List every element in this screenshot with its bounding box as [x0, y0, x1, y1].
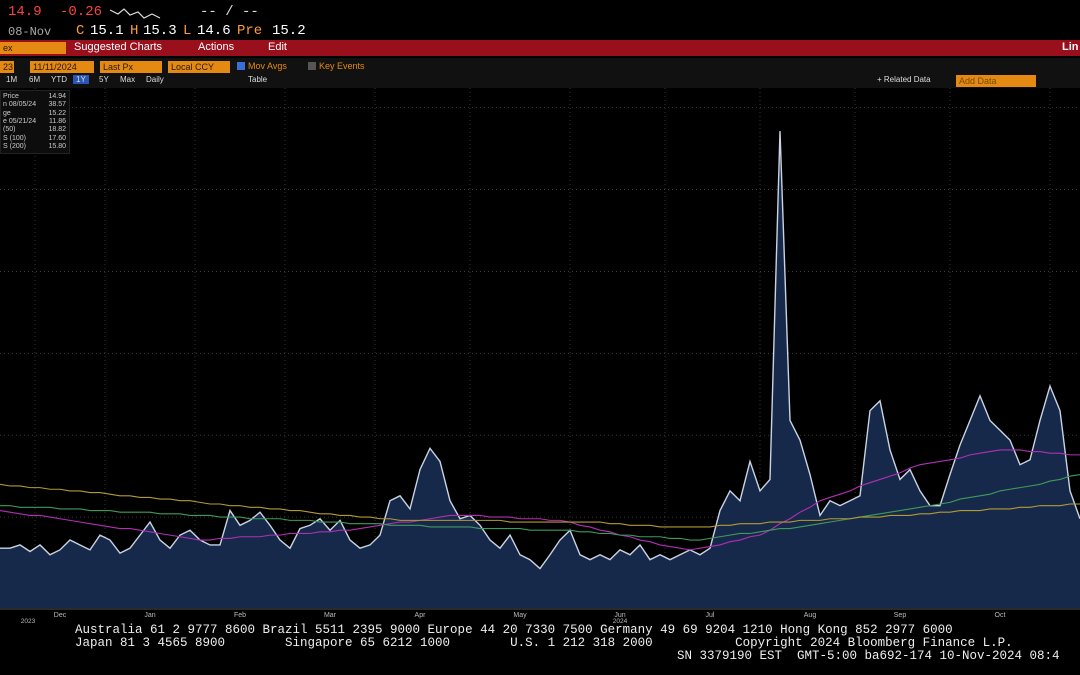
legend-row: S (100) 17.60 — [3, 135, 66, 142]
sparkline-icon — [109, 8, 161, 19]
legend-value: 15.22 — [48, 109, 66, 117]
x-tick-label: Jun — [614, 612, 625, 619]
footer-line: Australia 61 2 9777 8600 Brazil 5511 239… — [75, 623, 953, 637]
low-value: 14.6 — [197, 23, 231, 39]
x-tick-label: Jul — [706, 612, 715, 619]
moving-average-line — [0, 449, 1080, 551]
date: 08-Nov — [8, 25, 52, 39]
period-button[interactable]: Max — [120, 75, 136, 84]
legend-label: e 05/21/24 — [3, 117, 37, 125]
legend-row: S (200) 15.80 — [3, 143, 66, 150]
security-field[interactable]: ex — [0, 42, 66, 54]
high-label: H — [130, 23, 139, 39]
price-change: -0.26 — [60, 4, 103, 20]
menu-right[interactable]: Lin — [1062, 41, 1079, 53]
footer-line: SN 3379190 EST GMT-5:00 ba692-174 10-Nov… — [677, 649, 1060, 663]
x-tick-label: Feb — [234, 612, 246, 619]
footer-line: Japan 81 3 4565 8900 Singapore 65 6212 1… — [75, 636, 1013, 650]
period-button[interactable]: 5Y — [99, 75, 109, 84]
legend-label: S (100) — [3, 134, 26, 142]
pre-label: Pre — [237, 23, 263, 39]
moving-average-line — [0, 483, 1080, 528]
legend-row: Price 14.94 — [3, 93, 66, 100]
menu-bar: ex Suggested Charts Actions Edit Lin — [0, 40, 1080, 56]
checkbox[interactable] — [308, 62, 316, 70]
legend-label: Price — [3, 93, 19, 100]
close-label: C — [76, 23, 85, 39]
close-value: 15.1 — [90, 23, 124, 39]
x-tick-label: Oct — [995, 612, 1006, 619]
legend-label: n 08/05/24 — [3, 101, 37, 109]
low-label: L — [183, 23, 192, 39]
period-button[interactable]: YTD — [51, 75, 67, 84]
year-label: 2023 — [21, 618, 36, 625]
menu-item[interactable]: Edit — [268, 41, 287, 53]
add-data[interactable]: Add Data — [956, 75, 1036, 87]
start-date[interactable]: 23 — [0, 61, 14, 73]
table-button[interactable]: Table — [248, 75, 268, 84]
mov-avgs[interactable]: Mov Avgs — [248, 61, 287, 71]
x-tick-label: Sep — [894, 612, 907, 619]
year-label: 2024 — [613, 618, 628, 625]
price-line — [0, 131, 1080, 570]
menu-item[interactable]: Actions — [198, 41, 235, 53]
currency-select[interactable]: Local CCY — [168, 61, 230, 73]
x-tick-label: Mar — [324, 612, 337, 619]
checkbox[interactable] — [237, 62, 245, 70]
legend-label: S (200) — [3, 142, 26, 150]
legend-label: ge — [3, 109, 11, 117]
field-select[interactable]: Last Px — [100, 61, 162, 73]
bid-ask: -- / -- — [200, 4, 259, 20]
related-data[interactable]: + Related Data — [877, 75, 931, 84]
menu-item[interactable]: Suggested Charts — [74, 41, 163, 53]
legend-row: ge 15.22 — [3, 110, 66, 117]
key-events[interactable]: Key Events — [319, 61, 365, 71]
axis-band — [0, 609, 1080, 629]
high-value: 15.3 — [143, 23, 177, 39]
x-tick-label: May — [513, 612, 527, 619]
period-button[interactable]: 1Y — [73, 75, 89, 84]
frequency-select[interactable]: Daily — [146, 75, 164, 84]
legend-value: 15.80 — [48, 142, 66, 150]
x-tick-label: Dec — [54, 612, 67, 619]
area — [0, 131, 1080, 608]
legend-row: n 08/05/24 38.57 — [3, 101, 66, 108]
period-button[interactable]: 6M — [29, 75, 41, 84]
pre-value: 15.2 — [272, 23, 306, 39]
legend-label: (50) — [3, 126, 16, 134]
legend-value: 18.82 — [48, 126, 66, 134]
last-price: 14.9 — [8, 4, 42, 20]
legend-value: 17.60 — [48, 134, 66, 142]
legend-value: 11.86 — [49, 117, 66, 125]
x-tick-label: Aug — [804, 612, 817, 619]
end-date[interactable]: 11/11/2024 — [30, 61, 94, 73]
legend-value: 38.57 — [48, 101, 66, 109]
period-button[interactable]: 1M — [6, 75, 18, 84]
legend-box: Price 14.94 n 08/05/24 38.57 ge 15.22 e 05/21/… — [0, 90, 70, 154]
legend-row: (50) 18.82 — [3, 126, 66, 133]
moving-average-line — [0, 473, 1080, 541]
x-tick-label: Apr — [415, 612, 427, 619]
legend-row: e 05/21/24 11.86 — [3, 118, 66, 125]
legend-value: 14.94 — [48, 93, 66, 100]
x-tick-label: Jan — [144, 612, 155, 619]
